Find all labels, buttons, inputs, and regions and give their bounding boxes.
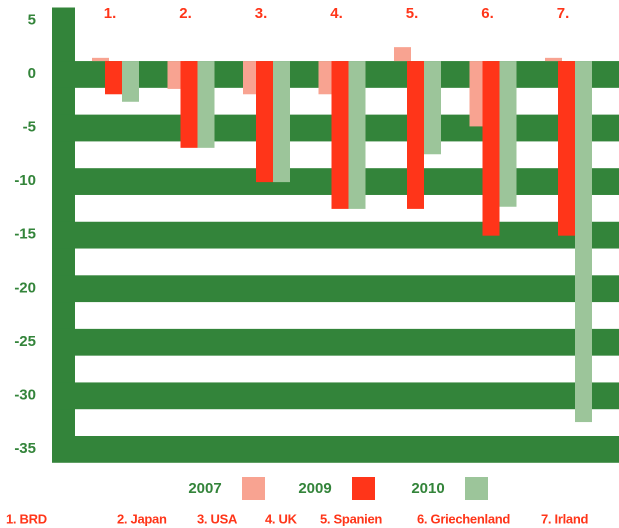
category-label: 5. Spanien xyxy=(320,511,382,526)
bar xyxy=(273,61,290,183)
y-tick-label: -10 xyxy=(14,172,36,189)
category-number: 6. xyxy=(481,5,494,22)
category-number: 4. xyxy=(330,5,343,22)
y-tick-label: -35 xyxy=(14,440,36,457)
y-tick-label: -20 xyxy=(14,279,36,296)
category-label: 2. Japan xyxy=(117,511,167,526)
y-tick-label: -5 xyxy=(23,119,36,136)
bar xyxy=(575,61,592,423)
grid-line xyxy=(52,221,619,249)
grid-line xyxy=(52,328,619,356)
bar xyxy=(243,61,260,95)
legend-swatch xyxy=(242,477,265,500)
y-tick-label: 5 xyxy=(28,11,36,28)
y-tick-label: -25 xyxy=(14,333,36,350)
category-number: 2. xyxy=(179,5,192,22)
bar xyxy=(197,61,215,148)
bar xyxy=(180,61,198,148)
legend-label: 2007 xyxy=(188,480,221,497)
bar xyxy=(394,47,411,62)
bar xyxy=(407,61,424,209)
bar xyxy=(558,61,575,236)
category-label: 3. USA xyxy=(197,511,238,526)
legend-label: 2009 xyxy=(298,480,331,497)
bar xyxy=(424,61,441,155)
bar xyxy=(482,61,500,236)
grid-line xyxy=(52,436,619,463)
category-number: 5. xyxy=(406,5,419,22)
category-label: 1. BRD xyxy=(6,511,47,526)
bar xyxy=(331,61,349,209)
category-label: 6. Griechenland xyxy=(417,511,510,526)
bar xyxy=(92,57,109,62)
bar xyxy=(167,61,185,89)
grid-line xyxy=(52,275,619,303)
y-tick-label: -30 xyxy=(14,386,36,403)
legend-label: 2010 xyxy=(411,480,444,497)
category-number: 1. xyxy=(104,5,117,22)
bar xyxy=(318,61,336,95)
bar xyxy=(256,61,273,183)
bar xyxy=(105,61,122,95)
legend-swatch xyxy=(465,477,488,500)
y-tick-label: 0 xyxy=(28,65,36,82)
y-tick-label: -15 xyxy=(14,226,36,243)
bar xyxy=(469,61,487,127)
grid-line xyxy=(52,382,619,410)
category-label: 4. UK xyxy=(265,511,298,526)
category-number: 3. xyxy=(255,5,268,22)
legend-swatch xyxy=(352,477,375,500)
category-number: 7. xyxy=(557,5,570,22)
category-label: 7. Irland xyxy=(541,511,589,526)
bar xyxy=(499,61,517,207)
bar xyxy=(348,61,366,209)
bar xyxy=(122,61,139,102)
bar xyxy=(545,57,562,62)
